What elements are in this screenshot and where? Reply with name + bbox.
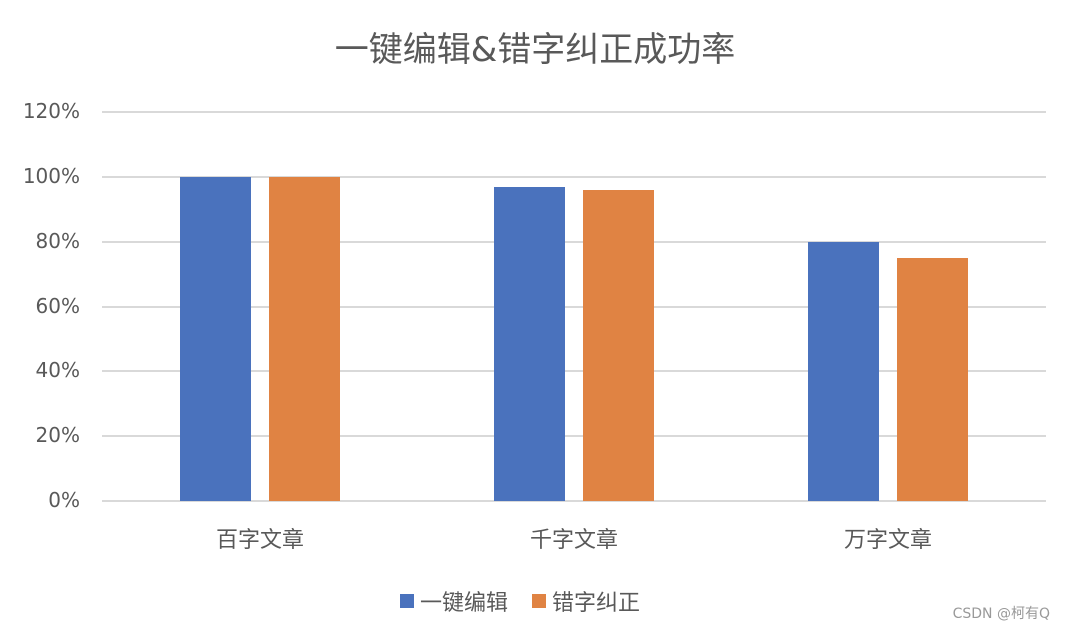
gridline	[102, 435, 1046, 438]
bar	[494, 186, 565, 501]
y-tick: 20%	[35, 423, 80, 448]
legend-label-fix: 错字纠正	[552, 591, 641, 616]
gridline	[102, 240, 1046, 243]
legend-swatch-edit	[400, 594, 414, 608]
gridline	[102, 176, 1046, 178]
y-tick: 80%	[35, 228, 80, 253]
x-label: 百字文章	[215, 528, 304, 553]
gridline	[102, 111, 1046, 114]
bar	[180, 177, 251, 501]
legend: 一键编辑 错字纠正	[400, 585, 640, 617]
y-tick: 100%	[22, 164, 80, 188]
gridline	[102, 305, 1046, 308]
y-tick: 40%	[35, 358, 80, 383]
x-label: 千字文章	[529, 528, 618, 553]
legend-swatch-fix	[532, 594, 547, 608]
x-label: 万字文章	[843, 528, 932, 553]
gridline	[102, 370, 1046, 373]
bar	[269, 177, 340, 501]
y-tick: 120%	[22, 99, 80, 124]
gridline	[102, 500, 1046, 502]
chart-title: 一键编辑&错字纠正成功率	[334, 30, 736, 70]
bar	[808, 241, 879, 501]
watermark: CSDN @柯有Q	[952, 606, 1050, 622]
bar	[897, 258, 968, 501]
y-tick: 0%	[48, 488, 80, 512]
y-tick: 60%	[35, 293, 80, 318]
bar	[583, 189, 654, 501]
legend-label-edit: 一键编辑	[420, 591, 509, 616]
